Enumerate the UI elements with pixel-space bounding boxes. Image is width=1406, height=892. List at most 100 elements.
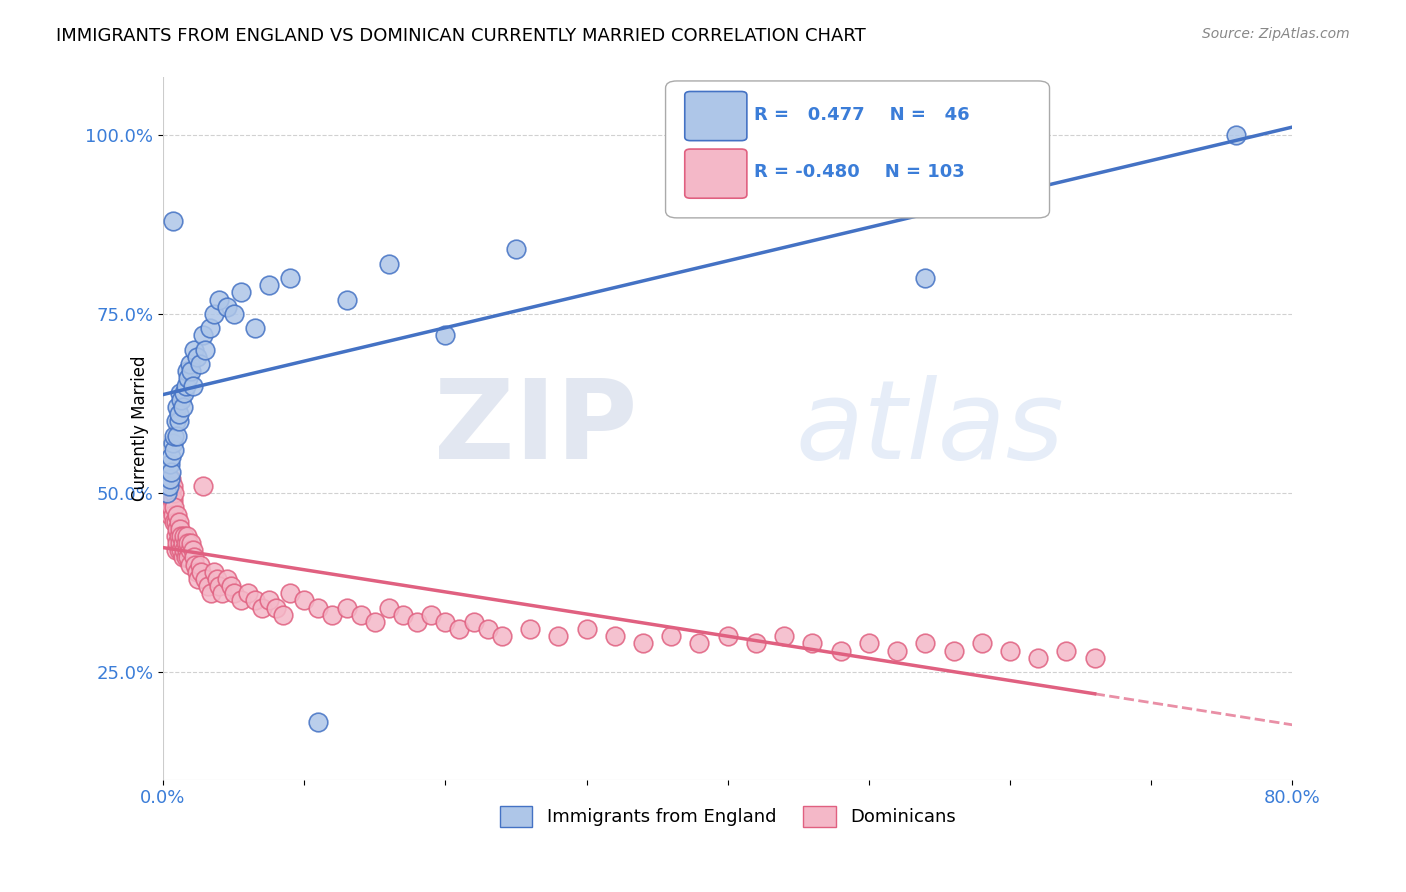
Point (159, 458, 181, 472)
Point (477, 622, 499, 636)
Point (176, 364, 198, 378)
Point (162, 435, 184, 450)
Point (160, 450, 183, 465)
Point (229, 593, 252, 607)
Point (194, 343, 217, 357)
Point (575, 622, 598, 636)
Point (434, 328, 457, 343)
Point (321, 607, 343, 622)
Point (166, 400, 188, 414)
Point (773, 629, 796, 643)
Point (1026, 650, 1049, 665)
Point (491, 629, 513, 643)
Point (215, 300, 238, 314)
Point (801, 636, 824, 650)
Point (886, 643, 908, 657)
Point (292, 593, 315, 607)
Point (170, 392, 193, 407)
Point (942, 643, 965, 657)
Point (173, 543, 195, 558)
Point (243, 321, 266, 335)
Point (177, 371, 200, 385)
Point (157, 479, 180, 493)
Point (169, 536, 191, 550)
Point (688, 636, 710, 650)
Point (162, 479, 184, 493)
Point (188, 558, 211, 572)
Point (198, 321, 221, 335)
Point (830, 643, 852, 657)
Point (183, 550, 205, 565)
Point (970, 636, 993, 650)
Point (162, 508, 184, 522)
Point (163, 515, 186, 529)
Point (167, 543, 190, 558)
Point (159, 479, 181, 493)
Point (163, 443, 186, 458)
Point (163, 500, 186, 515)
Point (162, 493, 184, 508)
Point (250, 600, 273, 615)
Point (157, 500, 180, 515)
Point (190, 565, 212, 579)
Point (1056, 643, 1078, 657)
Point (166, 508, 188, 522)
Point (169, 522, 191, 536)
Point (167, 515, 190, 529)
Point (211, 586, 233, 600)
Point (165, 515, 187, 529)
Point (165, 414, 187, 428)
Point (179, 558, 201, 572)
Point (257, 278, 280, 293)
Point (186, 565, 208, 579)
Point (173, 529, 195, 543)
Text: Source: ZipAtlas.com: Source: ZipAtlas.com (1202, 27, 1350, 41)
Point (188, 357, 211, 371)
Point (914, 636, 936, 650)
Point (170, 529, 193, 543)
Point (159, 472, 181, 486)
Point (174, 536, 197, 550)
Point (160, 472, 183, 486)
Text: R =   0.477    N =   46: R = 0.477 N = 46 (754, 105, 969, 124)
Point (215, 572, 238, 586)
Point (162, 213, 184, 227)
Point (222, 307, 245, 321)
Point (505, 243, 527, 257)
Point (202, 565, 225, 579)
Point (257, 593, 280, 607)
Point (858, 636, 880, 650)
Point (205, 572, 228, 586)
Point (307, 600, 329, 615)
Point (278, 586, 301, 600)
Text: R = -0.480    N = 103: R = -0.480 N = 103 (754, 163, 965, 181)
Point (243, 593, 266, 607)
FancyBboxPatch shape (685, 92, 747, 141)
FancyBboxPatch shape (665, 81, 1049, 218)
Point (278, 271, 301, 285)
FancyBboxPatch shape (685, 149, 747, 198)
Point (157, 472, 180, 486)
Point (160, 500, 183, 515)
Point (166, 536, 188, 550)
Text: ZIP: ZIP (434, 375, 637, 482)
Point (159, 493, 181, 508)
Point (181, 543, 204, 558)
Point (200, 586, 222, 600)
Point (998, 643, 1021, 657)
Text: IMMIGRANTS FROM ENGLAND VS DOMINICAN CURRENTLY MARRIED CORRELATION CHART: IMMIGRANTS FROM ENGLAND VS DOMINICAN CUR… (56, 27, 866, 45)
Point (271, 607, 294, 622)
Point (159, 508, 181, 522)
Legend: Immigrants from England, Dominicans: Immigrants from England, Dominicans (492, 798, 963, 834)
Point (166, 522, 188, 536)
Point (163, 486, 186, 500)
Point (167, 414, 190, 428)
Point (184, 558, 207, 572)
Point (307, 715, 329, 730)
Point (659, 629, 682, 643)
Point (165, 529, 187, 543)
Point (167, 407, 190, 421)
Point (177, 536, 200, 550)
Point (392, 607, 415, 622)
Point (208, 293, 231, 307)
